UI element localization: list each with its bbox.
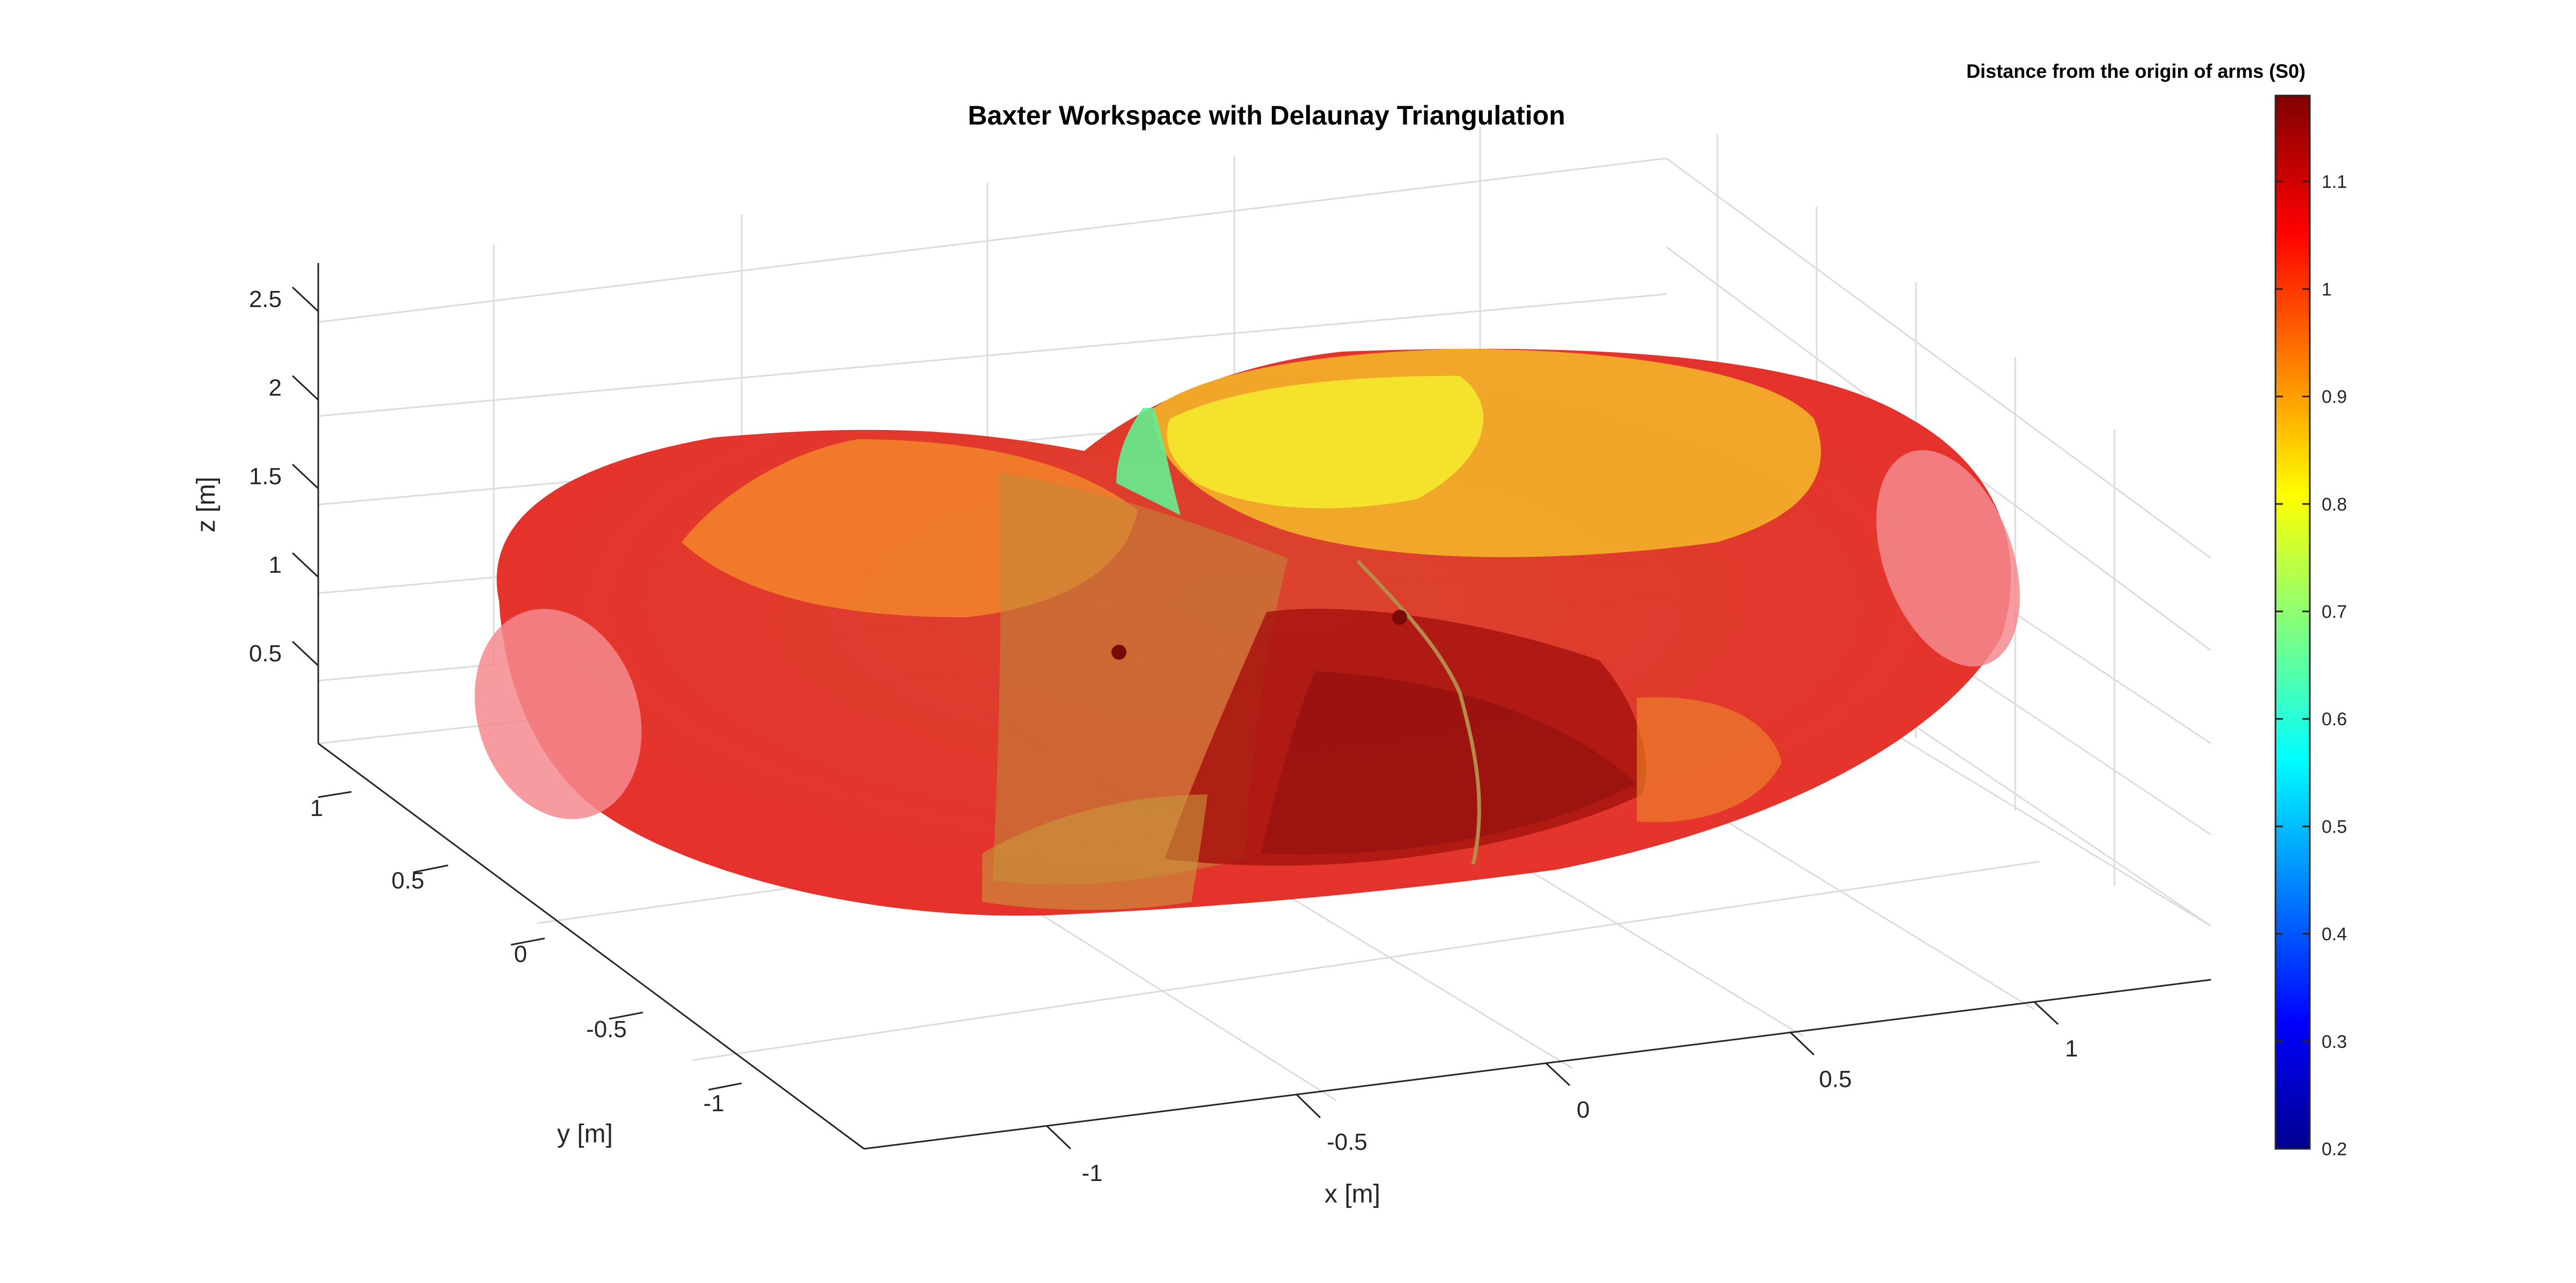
x-tick-label: -1 [1081, 1160, 1102, 1186]
y-axis-label: y [m] [557, 1120, 613, 1148]
axis-lines [317, 263, 2212, 1150]
x-axis: -1 -0.5 0 0.5 1 x [m] [1045, 1001, 2078, 1208]
colorbar: Distance from the origin of arms (S0) 1.… [1966, 60, 2347, 1160]
inner-basin-shade [1261, 671, 1637, 855]
y-tick-label: 0.5 [391, 868, 424, 894]
z-tick-label: 1.5 [249, 463, 282, 490]
y-tick-label: 0 [514, 941, 527, 967]
colorbar-gradient [2274, 94, 2311, 1150]
colorbar-ticks: 1.1 1 0.9 0.8 0.7 0.6 0.5 0.4 0.3 0.2 [2275, 172, 2347, 1160]
z-axis: 2.5 2 1.5 1 0.5 z [m] [192, 286, 319, 667]
right-end-cap [1876, 450, 2020, 667]
right-band [1637, 697, 1782, 822]
right-lobe-highlight [1167, 376, 1484, 508]
y-tick-label: -1 [703, 1090, 724, 1117]
workspace-surface [474, 348, 2020, 916]
lower-band [982, 794, 1208, 910]
colorbar-tick-label: 0.9 [2322, 387, 2347, 407]
seam-line [1356, 559, 1481, 865]
x-tick-label: 0.5 [1819, 1066, 1851, 1092]
colorbar-tick-label: 0.2 [2322, 1139, 2347, 1160]
right-arm-origin [1392, 610, 1407, 625]
colorbar-tick-label: 0.5 [2322, 817, 2347, 837]
left-arm-origin [1111, 645, 1126, 660]
colorbar-tick-label: 0.8 [2322, 494, 2347, 515]
x-tick-label: 1 [2065, 1036, 2078, 1062]
x-axis-label: x [m] [1324, 1180, 1380, 1208]
y-axis: 1 0.5 0 -0.5 -1 y [m] [310, 791, 742, 1148]
colorbar-tick-label: 1.1 [2322, 172, 2347, 192]
z-tick-label: 1 [269, 552, 282, 578]
x-tick-label: 0 [1577, 1097, 1590, 1123]
z-tick-label: 0.5 [249, 640, 282, 667]
y-tick-label: -0.5 [586, 1016, 627, 1043]
z-tick-label: 2.5 [249, 286, 282, 312]
green-sliver [1116, 408, 1181, 515]
chart-title: Baxter Workspace with Delaunay Triangula… [968, 100, 1565, 130]
left-end-cap [474, 609, 642, 819]
colorbar-tick-label: 1 [2322, 279, 2332, 300]
colorbar-tick-label: 0.7 [2322, 602, 2347, 622]
colorbar-title: Distance from the origin of arms (S0) [1966, 60, 2306, 82]
colorbar-tick-label: 0.4 [2322, 924, 2347, 945]
x-tick-label: -0.5 [1327, 1129, 1367, 1155]
z-axis-label: z [m] [192, 477, 221, 533]
y-tick-label: 1 [310, 795, 323, 821]
colorbar-tick-label: 0.6 [2322, 709, 2347, 730]
z-tick-label: 2 [269, 375, 282, 401]
colorbar-tick-label: 0.3 [2322, 1032, 2347, 1052]
